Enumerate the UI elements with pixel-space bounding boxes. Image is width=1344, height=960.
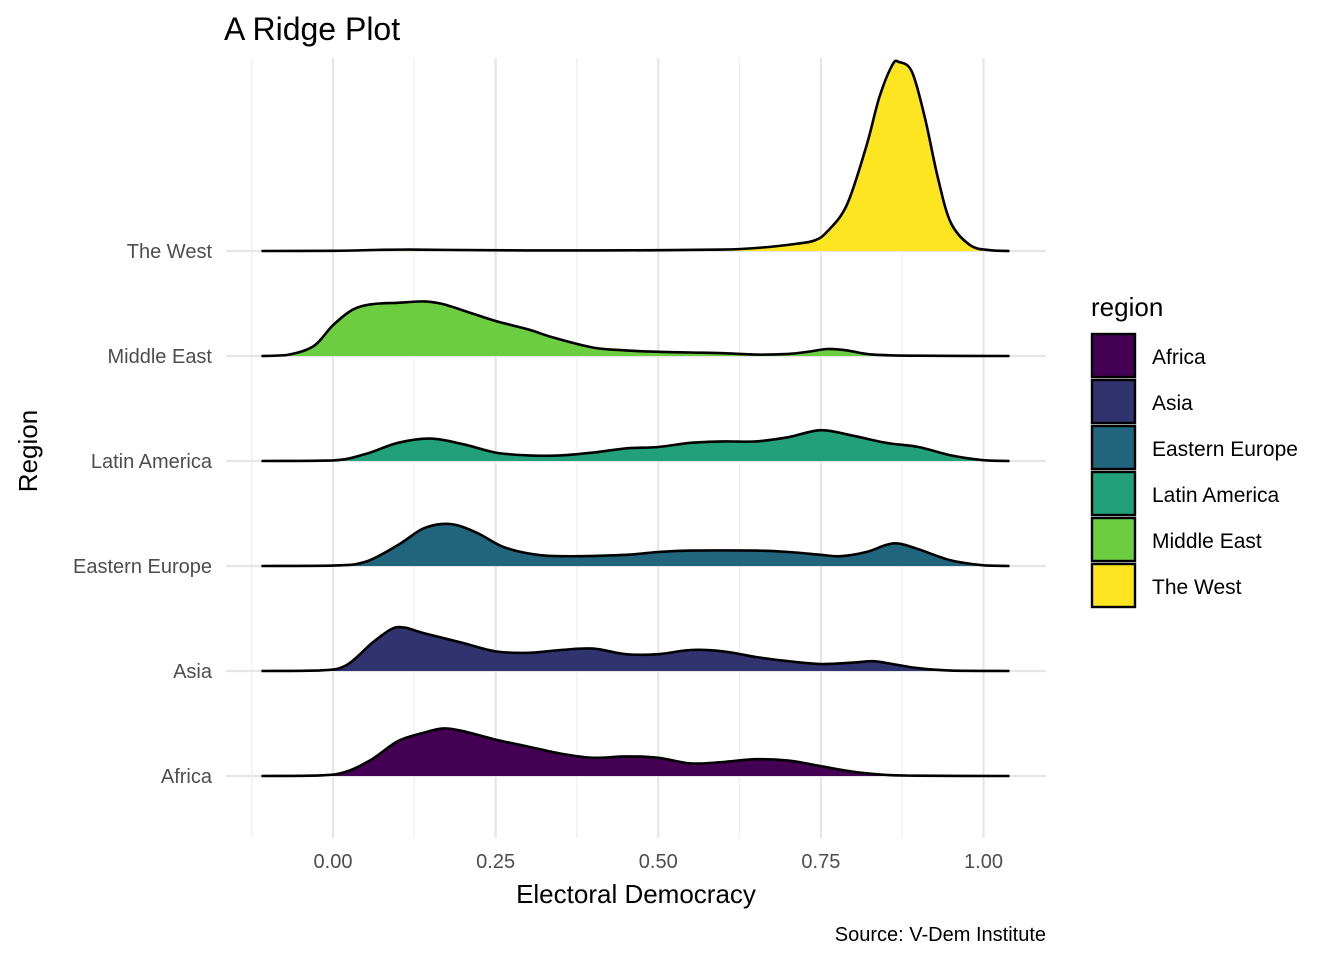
- legend-label: Middle East: [1152, 530, 1262, 553]
- x-tick-label: 0.50: [639, 851, 678, 873]
- legend-item: Middle East: [1090, 516, 1262, 563]
- legend-label: Asia: [1152, 392, 1193, 415]
- ridge-outline: [261, 59, 1010, 253]
- legend-swatch: [1090, 378, 1137, 425]
- ridge-africa: [261, 727, 1010, 778]
- ridge-latin-america: [261, 428, 1010, 463]
- x-tick-label: 0.25: [476, 851, 515, 873]
- ridge-area: [261, 728, 1010, 776]
- legend-item: Latin America: [1090, 470, 1280, 517]
- x-tick-label: 0.00: [314, 851, 353, 873]
- y-axis-tick-labels: Africa Asia Eastern Europe Latin America Mid…: [73, 241, 213, 788]
- y-tick-label: Eastern Europe: [73, 556, 212, 578]
- legend-swatch: [1090, 470, 1137, 517]
- y-tick-label: The West: [127, 241, 213, 263]
- ridge-outline: [261, 727, 1010, 778]
- plot-area: [226, 58, 1046, 838]
- ridge-area: [261, 301, 1010, 356]
- ridge-outline: [261, 522, 1010, 568]
- ridge-asia: [261, 625, 1010, 673]
- ridge-outline: [261, 428, 1010, 463]
- caption: Source: V-Dem Institute: [835, 924, 1046, 946]
- y-tick-label: Africa: [161, 766, 213, 788]
- legend-item: Asia: [1090, 378, 1193, 425]
- legend-item: Africa: [1090, 332, 1206, 379]
- x-tick-label: 1.00: [964, 851, 1003, 873]
- legend-label: Africa: [1152, 346, 1206, 369]
- ridge-area: [261, 430, 1010, 461]
- ridge-the-west: [261, 59, 1010, 253]
- y-tick-label: Middle East: [108, 346, 213, 368]
- legend: region Africa Asia Eastern Europe Latin Ame…: [1090, 292, 1298, 609]
- x-axis-tick-labels: 0.00 0.25 0.50 0.75 1.00: [314, 851, 1003, 873]
- legend-item: Eastern Europe: [1090, 424, 1298, 471]
- legend-items: Africa Asia Eastern Europe Latin America Mid…: [1090, 332, 1298, 609]
- chart-title: A Ridge Plot: [224, 11, 400, 47]
- ridges: [261, 59, 1010, 778]
- ridge-area: [261, 60, 1010, 251]
- ridge-eastern-europe: [261, 522, 1010, 568]
- legend-label: Latin America: [1152, 484, 1280, 507]
- legend-label: Eastern Europe: [1152, 438, 1298, 461]
- ridge-middle-east: [261, 300, 1010, 358]
- legend-label: The West: [1152, 576, 1242, 599]
- y-tick-label: Asia: [173, 661, 213, 683]
- legend-swatch: [1090, 424, 1137, 471]
- ridge-outline: [261, 625, 1010, 673]
- ridge-outline: [261, 300, 1010, 358]
- ridge-area: [261, 627, 1010, 671]
- x-tick-label: 0.75: [801, 851, 840, 873]
- legend-swatch: [1090, 562, 1137, 609]
- x-axis-title: Electoral Democracy: [516, 879, 756, 909]
- legend-swatch: [1090, 332, 1137, 379]
- y-tick-label: Latin America: [91, 451, 213, 473]
- legend-swatch: [1090, 516, 1137, 563]
- y-axis-title: Region: [13, 410, 43, 492]
- legend-item: The West: [1090, 562, 1242, 609]
- legend-title: region: [1091, 292, 1163, 322]
